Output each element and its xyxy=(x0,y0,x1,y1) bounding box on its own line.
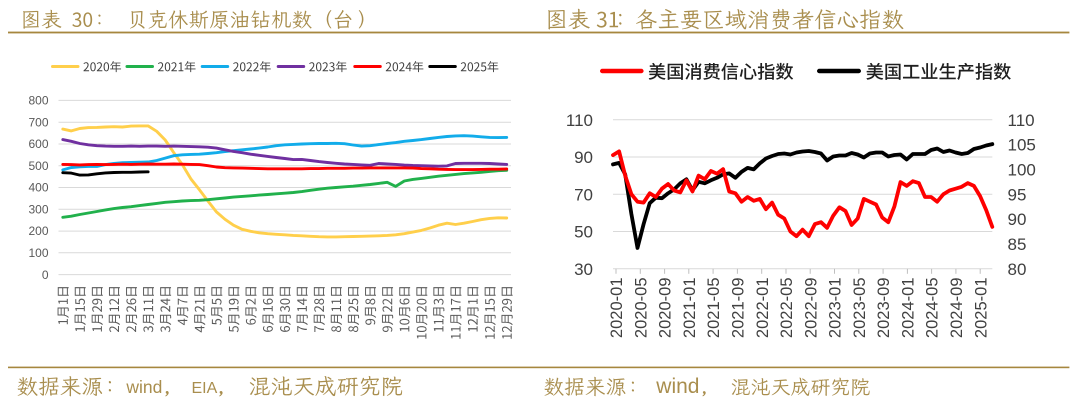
svg-text:EIA: EIA xyxy=(192,380,218,397)
svg-text:400: 400 xyxy=(28,181,48,195)
svg-text:105: 105 xyxy=(1008,136,1036,155)
svg-text:2021-09: 2021-09 xyxy=(730,278,748,339)
svg-text:100: 100 xyxy=(28,246,48,260)
svg-text:2021-05: 2021-05 xyxy=(705,278,723,339)
svg-text:600: 600 xyxy=(28,137,48,151)
svg-text:2020-09: 2020-09 xyxy=(657,278,675,339)
svg-text:2020-05: 2020-05 xyxy=(632,278,650,339)
svg-text:110: 110 xyxy=(1008,111,1035,130)
svg-text:70: 70 xyxy=(574,185,593,204)
svg-text:110: 110 xyxy=(566,111,593,130)
svg-text:2023-01: 2023-01 xyxy=(827,278,845,339)
svg-text:2022-01: 2022-01 xyxy=(754,278,772,339)
svg-text:2020-01: 2020-01 xyxy=(608,278,626,339)
svg-text:wind: wind xyxy=(655,375,699,398)
svg-text:2021-01: 2021-01 xyxy=(681,278,699,339)
svg-text:50: 50 xyxy=(574,223,593,242)
svg-text:2022-05: 2022-05 xyxy=(778,278,796,339)
svg-text:2023-09: 2023-09 xyxy=(875,278,893,339)
svg-text:300: 300 xyxy=(28,203,48,217)
svg-text:90: 90 xyxy=(1008,210,1027,229)
svg-text:2024-09: 2024-09 xyxy=(948,278,966,339)
svg-text:80: 80 xyxy=(1008,260,1027,279)
svg-text:2023-05: 2023-05 xyxy=(851,278,869,339)
svg-text:2024-01: 2024-01 xyxy=(900,278,918,339)
svg-text:800: 800 xyxy=(28,94,48,108)
svg-text:700: 700 xyxy=(28,115,48,129)
svg-text:2025-01: 2025-01 xyxy=(972,278,990,339)
svg-text:90: 90 xyxy=(574,148,593,167)
svg-text:95: 95 xyxy=(1008,185,1027,204)
svg-text:500: 500 xyxy=(28,159,48,173)
svg-text:100: 100 xyxy=(1008,161,1036,180)
svg-text:0: 0 xyxy=(42,268,49,282)
svg-text:200: 200 xyxy=(28,224,48,238)
svg-text:2022-09: 2022-09 xyxy=(802,278,820,339)
svg-text:2024-05: 2024-05 xyxy=(924,278,942,339)
svg-text:wind: wind xyxy=(125,377,162,397)
svg-text:30: 30 xyxy=(574,260,593,279)
svg-text:85: 85 xyxy=(1008,235,1027,254)
